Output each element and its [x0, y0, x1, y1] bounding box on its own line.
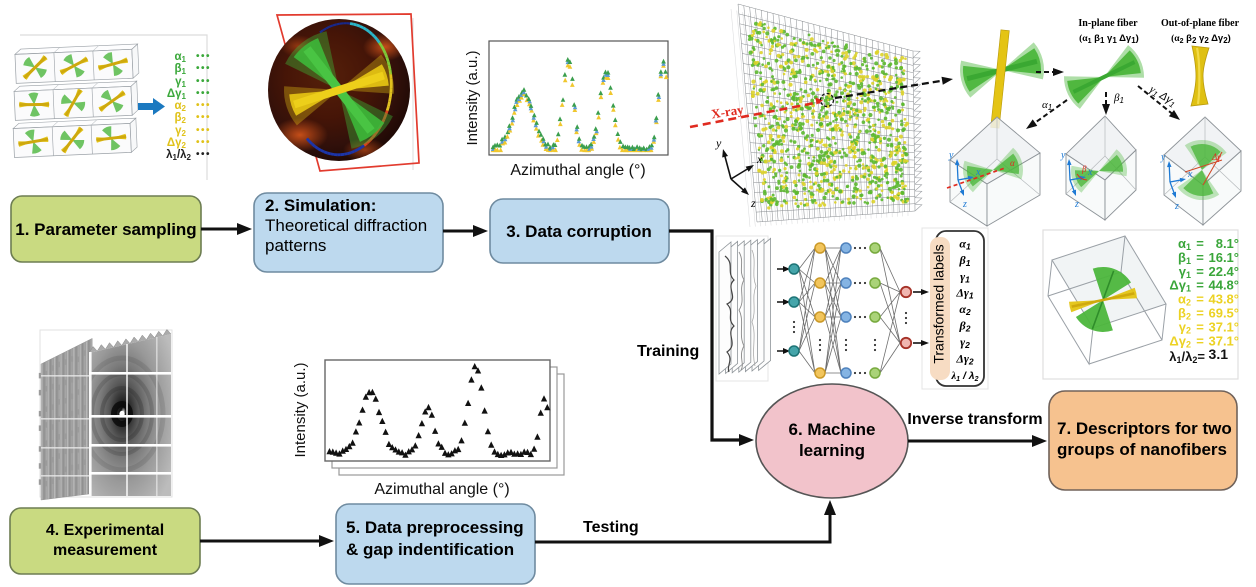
- svg-text:=: =: [1196, 333, 1204, 348]
- svg-text:& gap indentification: & gap indentification: [346, 540, 514, 559]
- svg-text:z: z: [962, 199, 967, 210]
- svg-text:•••: •••: [196, 112, 211, 123]
- svg-text:•••: •••: [196, 88, 211, 99]
- svg-text:Theoretical diffraction: Theoretical diffraction: [265, 216, 427, 235]
- svg-text:6. Machine: 6. Machine: [789, 420, 876, 439]
- svg-text:2. Simulation:: 2. Simulation:: [265, 196, 376, 215]
- svg-text:3.1: 3.1: [1209, 346, 1229, 362]
- svg-text:•••: •••: [196, 100, 211, 111]
- svg-text:β2: β2: [175, 112, 187, 125]
- svg-text:γ1: γ1: [175, 76, 186, 89]
- svg-text:22.4°: 22.4°: [1208, 264, 1239, 279]
- svg-text:5. Data preprocessing: 5. Data preprocessing: [346, 518, 524, 537]
- svg-text:7. Descriptors for two: 7. Descriptors for two: [1057, 419, 1232, 438]
- svg-text:x: x: [1087, 167, 1093, 178]
- svg-text:In-plane fiber: In-plane fiber: [1078, 18, 1138, 29]
- svg-text:=: =: [1196, 306, 1204, 321]
- svg-text:Testing: Testing: [583, 519, 639, 536]
- svg-text:measurement: measurement: [53, 542, 158, 559]
- svg-text:groups of nanofibers: groups of nanofibers: [1057, 440, 1227, 459]
- svg-text:Δγ1: Δγ1: [167, 88, 187, 101]
- svg-text:43.8°: 43.8°: [1208, 292, 1239, 307]
- svg-text:γ1: γ1: [960, 269, 970, 284]
- svg-text:=: =: [1196, 319, 1204, 334]
- svg-text:α2: α2: [174, 100, 186, 113]
- svg-text:Δγ: Δγ: [1211, 152, 1221, 162]
- svg-text:learning: learning: [799, 441, 865, 460]
- svg-text:Δγ2: Δγ2: [1169, 333, 1191, 349]
- svg-text:Intensity (a.u.): Intensity (a.u.): [292, 362, 309, 457]
- svg-text:(α2 β2 γ2 Δγ2): (α2 β2 γ2 Δγ2): [1171, 33, 1231, 45]
- svg-text:•••: •••: [196, 51, 211, 62]
- svg-text:x: x: [1187, 169, 1193, 180]
- svg-text:β: β: [1081, 164, 1087, 174]
- svg-text:37.1°: 37.1°: [1208, 333, 1239, 348]
- svg-text:α2: α2: [959, 302, 971, 317]
- svg-text:37.1°: 37.1°: [1208, 319, 1239, 334]
- svg-text:44.8°: 44.8°: [1208, 278, 1239, 293]
- svg-text:=: =: [1196, 250, 1204, 265]
- svg-text:α1: α1: [959, 237, 971, 252]
- svg-text:y: y: [715, 136, 722, 150]
- svg-text:y: y: [948, 150, 954, 161]
- svg-text:Azimuthal angle (°): Azimuthal angle (°): [510, 162, 645, 179]
- svg-text:=: =: [1196, 264, 1204, 279]
- svg-text:α1: α1: [174, 51, 186, 64]
- svg-text:α1: α1: [1042, 99, 1052, 112]
- svg-text:λ1/λ2=: λ1/λ2=: [1169, 349, 1205, 365]
- svg-text:Training: Training: [637, 343, 699, 360]
- svg-text:λ1/λ2: λ1/λ2: [166, 149, 191, 162]
- svg-text:=: =: [1196, 236, 1204, 251]
- svg-text:x: x: [975, 167, 981, 178]
- svg-text:X-ray: X-ray: [710, 102, 745, 122]
- svg-text:•••: •••: [196, 76, 211, 87]
- svg-text:Transformed labels: Transformed labels: [931, 244, 947, 363]
- svg-text:y: y: [1060, 150, 1066, 161]
- svg-text:γ2: γ2: [175, 125, 186, 138]
- svg-text:4. Experimental: 4. Experimental: [46, 522, 164, 539]
- svg-text:z: z: [1074, 199, 1079, 210]
- svg-text:(α1 β1 γ1 Δγ1): (α1 β1 γ1 Δγ1): [1079, 33, 1139, 45]
- svg-text:16.1°: 16.1°: [1208, 250, 1239, 265]
- svg-text:z: z: [1174, 201, 1179, 212]
- svg-text:Δγ2: Δγ2: [167, 137, 187, 150]
- svg-text:•••: •••: [196, 149, 211, 160]
- svg-text:β1: β1: [1113, 92, 1124, 105]
- svg-text:z: z: [750, 196, 756, 210]
- svg-text:•••: •••: [196, 137, 211, 148]
- svg-text:β1: β1: [175, 63, 187, 76]
- svg-text:patterns: patterns: [265, 236, 326, 255]
- svg-text:69.5°: 69.5°: [1208, 306, 1239, 321]
- svg-text:3. Data corruption: 3. Data corruption: [506, 222, 651, 241]
- svg-text:α: α: [1010, 158, 1015, 168]
- svg-text:•••: •••: [196, 125, 211, 136]
- svg-text:Intensity (a.u.): Intensity (a.u.): [464, 50, 481, 145]
- svg-text:=: =: [1196, 278, 1204, 293]
- svg-text:Δγ1: Δγ1: [1169, 278, 1191, 294]
- svg-text:λ1 / λ2: λ1 / λ2: [950, 370, 978, 383]
- svg-text:1. Parameter sampling: 1. Parameter sampling: [15, 220, 196, 239]
- svg-text:Azimuthal angle (°): Azimuthal angle (°): [374, 481, 509, 498]
- svg-text:Out-of-plane fiber: Out-of-plane fiber: [1161, 18, 1240, 29]
- svg-text:y: y: [1160, 152, 1166, 163]
- svg-text:Inverse transform: Inverse transform: [907, 411, 1042, 428]
- svg-text:•••: •••: [196, 63, 211, 74]
- svg-text:x: x: [756, 152, 763, 166]
- svg-text:=: =: [1196, 292, 1204, 307]
- svg-text:8.1°: 8.1°: [1216, 236, 1239, 251]
- svg-text:γ2: γ2: [960, 335, 970, 350]
